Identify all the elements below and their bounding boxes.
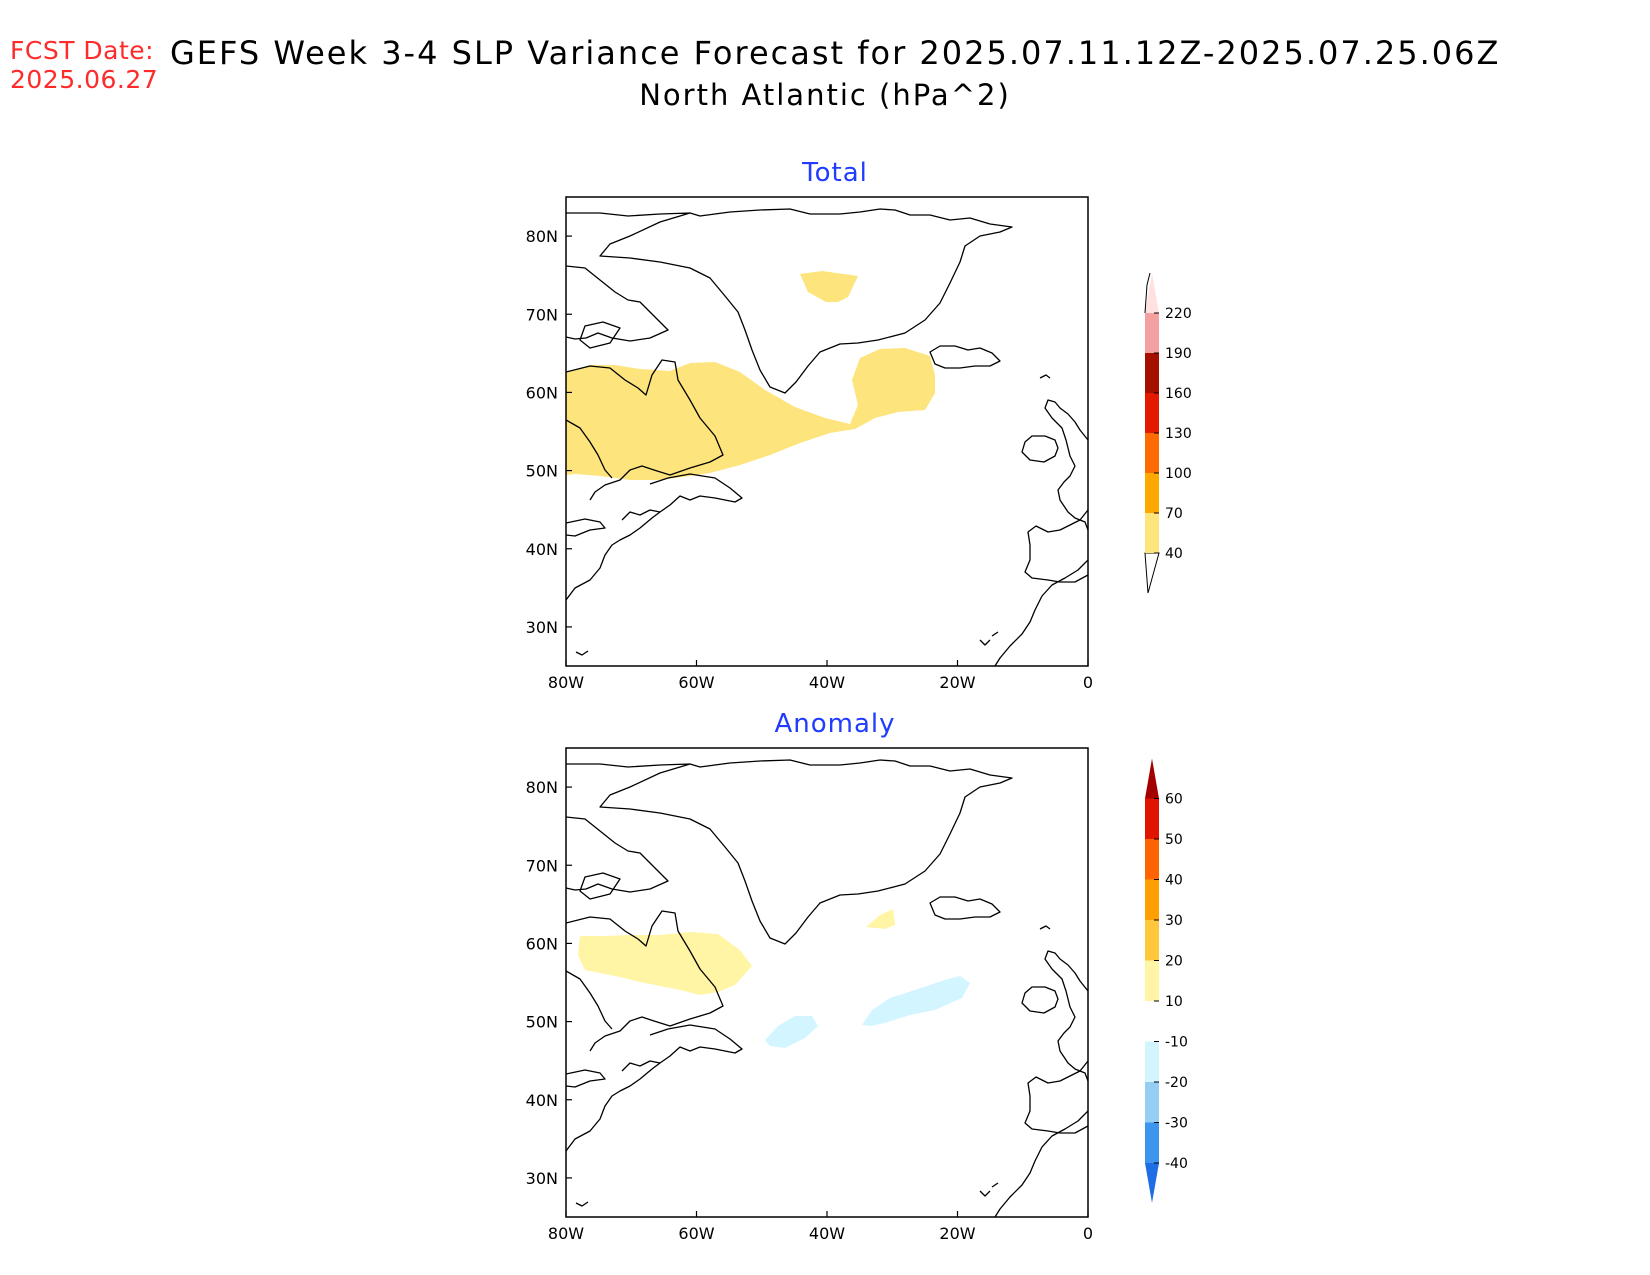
anomaly-lon-tick-label: 20W bbox=[939, 1224, 975, 1243]
anomaly-lat-tick-label: 30N bbox=[526, 1169, 558, 1188]
anomaly-colorbar-label: -10 bbox=[1165, 1035, 1188, 1051]
anomaly-colorbar-segment bbox=[1145, 960, 1159, 1001]
anomaly-colorbar-segment bbox=[1145, 1001, 1159, 1042]
total-colorbar-label: 190 bbox=[1165, 346, 1192, 362]
total-colorbar: 40 70 100 130 160 190 220 bbox=[1144, 272, 1192, 594]
anomaly-lon-tick-label: 60W bbox=[678, 1224, 714, 1243]
total-panel-title: Total bbox=[801, 158, 868, 188]
anomaly-colorbar-low-extension bbox=[1145, 1163, 1159, 1203]
anomaly-colorbar-segment bbox=[1145, 879, 1159, 920]
total-lat-tick-label: 80N bbox=[526, 227, 558, 246]
forecast-date-label: FCST Date: bbox=[10, 36, 155, 65]
anomaly-lat-tick-label: 40N bbox=[526, 1091, 558, 1110]
anomaly-coastlines bbox=[566, 759, 1088, 1217]
total-lon-tick-label: 80W bbox=[548, 673, 584, 692]
total-map-panel: Total bbox=[526, 158, 1093, 692]
anomaly-lat-tick-label: 70N bbox=[526, 856, 558, 875]
anomaly-colorbar-label: 40 bbox=[1165, 873, 1183, 889]
anomaly-colorbar-label: -20 bbox=[1165, 1075, 1188, 1091]
total-colorbar-low-extension bbox=[1144, 552, 1160, 594]
total-lon-tick-label: 20W bbox=[939, 673, 975, 692]
total-lat-tick-label: 60N bbox=[526, 383, 558, 402]
figure-title: GEFS Week 3-4 SLP Variance Forecast for … bbox=[170, 34, 1501, 72]
total-colorbar-label: 40 bbox=[1165, 546, 1183, 562]
anomaly-lat-tick-label: 50N bbox=[526, 1013, 558, 1032]
total-colorbar-label: 100 bbox=[1165, 466, 1192, 482]
anomaly-axis-ticks: 80W 60W 40W 20W 0 30N 40N 50N 60N 70N 80N bbox=[526, 778, 1093, 1243]
total-colorbar-segment bbox=[1145, 313, 1159, 353]
anomaly-lat-tick-label: 60N bbox=[526, 934, 558, 953]
anomaly-colorbar-label: -30 bbox=[1165, 1116, 1188, 1132]
total-lon-tick-label: 40W bbox=[809, 673, 845, 692]
anomaly-shade-atlantic-neg bbox=[862, 976, 970, 1026]
forecast-date-block: FCST Date: 2025.06.27 bbox=[10, 36, 158, 94]
anomaly-colorbar-segment bbox=[1145, 920, 1159, 961]
anomaly-colorbar-label: 30 bbox=[1165, 913, 1183, 929]
total-colorbar-segment bbox=[1145, 513, 1159, 553]
anomaly-colorbar-label: 60 bbox=[1165, 792, 1183, 808]
total-coastlines bbox=[566, 208, 1088, 666]
total-colorbar-segment bbox=[1145, 433, 1159, 473]
anomaly-lon-tick-label: 40W bbox=[809, 1224, 845, 1243]
anomaly-colorbar-segment bbox=[1145, 839, 1159, 880]
anomaly-colorbar-segment bbox=[1145, 1122, 1159, 1163]
anomaly-colorbar-label: -40 bbox=[1165, 1156, 1188, 1172]
anomaly-colorbar: -40 -30 -20 -10 10 20 30 40 50 60 bbox=[1145, 758, 1188, 1203]
total-lat-tick-label: 30N bbox=[526, 618, 558, 637]
total-lat-tick-label: 50N bbox=[526, 462, 558, 481]
total-shade-greenland-patch bbox=[800, 271, 858, 302]
total-colorbar-high-extension bbox=[1145, 273, 1159, 313]
total-lon-tick-label: 60W bbox=[678, 673, 714, 692]
total-colorbar-segment bbox=[1145, 393, 1159, 433]
forecast-date-value: 2025.06.27 bbox=[10, 65, 159, 94]
anomaly-panel-title: Anomaly bbox=[774, 709, 895, 739]
figure-subtitle: North Atlantic (hPa^2) bbox=[639, 78, 1011, 112]
total-colorbar-segment bbox=[1145, 473, 1159, 513]
anomaly-shade-atlantic-neg-west bbox=[765, 1016, 818, 1048]
anomaly-lon-tick-label: 0 bbox=[1083, 1224, 1093, 1243]
anomaly-lon-tick-label: 80W bbox=[548, 1224, 584, 1243]
anomaly-shade-south-greenland bbox=[866, 909, 895, 929]
anomaly-colorbar-segment bbox=[1145, 798, 1159, 839]
total-colorbar-label: 220 bbox=[1165, 306, 1192, 322]
anomaly-colorbar-label: 10 bbox=[1165, 994, 1183, 1010]
total-axis-ticks: 80W 60W 40W 20W 0 30N 40N 50N 60N 70N 80N bbox=[526, 227, 1093, 692]
total-colorbar-label: 70 bbox=[1165, 506, 1183, 522]
anomaly-map-panel: Anomaly bbox=[526, 709, 1093, 1243]
anomaly-lat-tick-label: 80N bbox=[526, 778, 558, 797]
total-lat-tick-label: 40N bbox=[526, 540, 558, 559]
total-colorbar-segment bbox=[1145, 353, 1159, 393]
anomaly-colorbar-label: 50 bbox=[1165, 832, 1183, 848]
total-colorbar-label: 160 bbox=[1165, 386, 1192, 402]
total-colorbar-outline bbox=[1144, 272, 1151, 314]
total-shade-labrador-atlantic bbox=[566, 348, 935, 480]
anomaly-colorbar-label: 20 bbox=[1165, 954, 1183, 970]
anomaly-colorbar-segment bbox=[1145, 1041, 1159, 1082]
total-lat-tick-label: 70N bbox=[526, 305, 558, 324]
anomaly-colorbar-segment bbox=[1145, 1082, 1159, 1123]
total-lon-tick-label: 0 bbox=[1083, 673, 1093, 692]
total-colorbar-label: 130 bbox=[1165, 426, 1192, 442]
anomaly-colorbar-high-extension bbox=[1145, 758, 1159, 799]
